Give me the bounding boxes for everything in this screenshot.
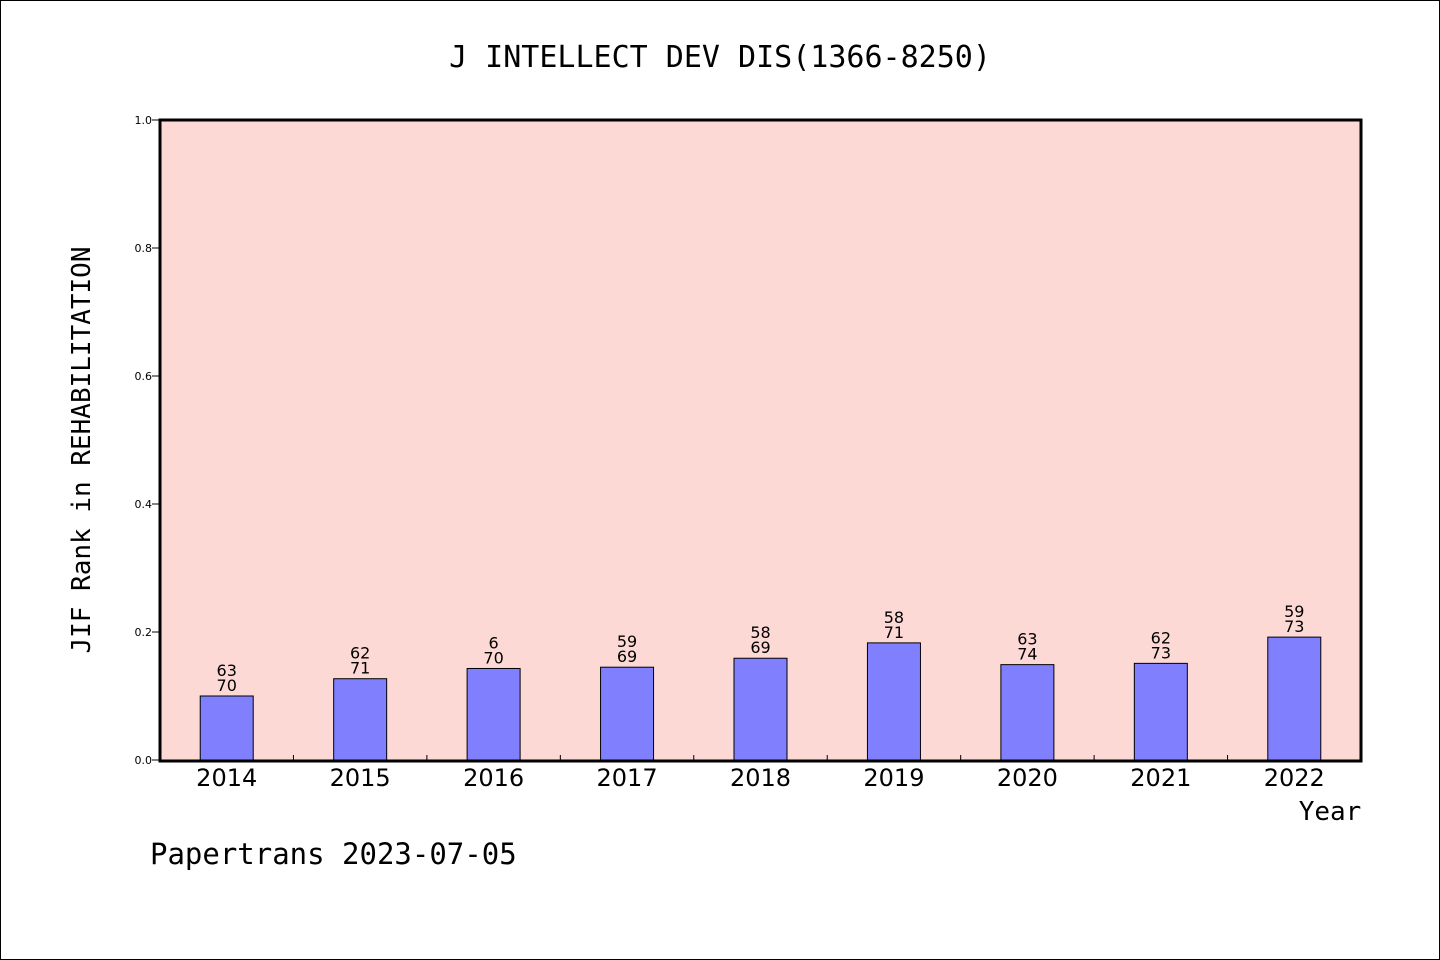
data-label-rank: 62 <box>1151 628 1171 647</box>
y-tick-label: 1.0 <box>135 114 153 127</box>
data-label-rank: 6 <box>489 633 499 652</box>
x-tick-label: 2016 <box>463 764 524 792</box>
data-label-rank: 58 <box>750 623 770 642</box>
y-axis-ticks: 0.0 0.2 0.4 0.6 0.8 1.0 <box>135 114 160 767</box>
data-label-total: 71 <box>350 659 370 678</box>
x-tick-label: 2019 <box>863 764 924 792</box>
data-label-total: 70 <box>217 676 237 695</box>
data-label-rank: 59 <box>617 632 637 651</box>
y-tick-label: 0.6 <box>135 370 153 383</box>
x-tick-label: 2018 <box>730 764 791 792</box>
x-tick-label: 2017 <box>597 764 658 792</box>
data-label-rank: 63 <box>217 661 237 680</box>
bar-2020 <box>1000 664 1055 761</box>
data-label-rank: 59 <box>1284 602 1304 621</box>
data-label-total: 69 <box>750 638 770 657</box>
bar-2017 <box>600 666 655 761</box>
data-label-total: 71 <box>884 623 904 642</box>
x-tick-label: 2021 <box>1130 764 1191 792</box>
footer-credit: Papertrans 2023-07-05 <box>150 837 517 871</box>
x-axis-categories: 2014 2015 2016 2017 2018 2019 2020 2021 2022 <box>196 755 1325 792</box>
bar-2014 <box>199 695 254 761</box>
data-label-rank: 63 <box>1017 630 1037 649</box>
y-tick-label: 0.4 <box>135 498 153 511</box>
x-tick-label: 2014 <box>196 764 257 792</box>
x-tick-label: 2020 <box>997 764 1058 792</box>
bar-series <box>199 636 1322 761</box>
y-tick-label: 0.8 <box>135 242 153 255</box>
data-label-total: 74 <box>1017 645 1037 664</box>
data-label-total: 73 <box>1151 643 1171 662</box>
bar-2015 <box>333 678 388 761</box>
data-label-rank: 62 <box>350 644 370 663</box>
plot-area <box>160 120 1361 761</box>
bar-2018 <box>733 657 788 761</box>
data-label-total: 69 <box>617 647 637 666</box>
x-tick-label: 2022 <box>1264 764 1325 792</box>
y-tick-label: 0.0 <box>135 754 153 767</box>
bar-2016 <box>466 667 521 761</box>
plot-border <box>158 118 1363 763</box>
chart-title: J INTELLECT DEV DIS(1366-8250) <box>449 40 991 75</box>
data-label-rank: 58 <box>884 608 904 627</box>
bar-2022 <box>1267 636 1322 761</box>
y-axis-title: JIF Rank in REHABILITATION <box>67 247 97 654</box>
bar-2021 <box>1133 662 1188 761</box>
data-label-total: 70 <box>483 648 503 667</box>
bar-2019 <box>866 642 921 761</box>
x-axis-title: Year <box>1299 797 1362 827</box>
y-tick-label: 0.2 <box>135 626 153 639</box>
data-label-total: 73 <box>1284 617 1304 636</box>
x-tick-label: 2015 <box>330 764 391 792</box>
